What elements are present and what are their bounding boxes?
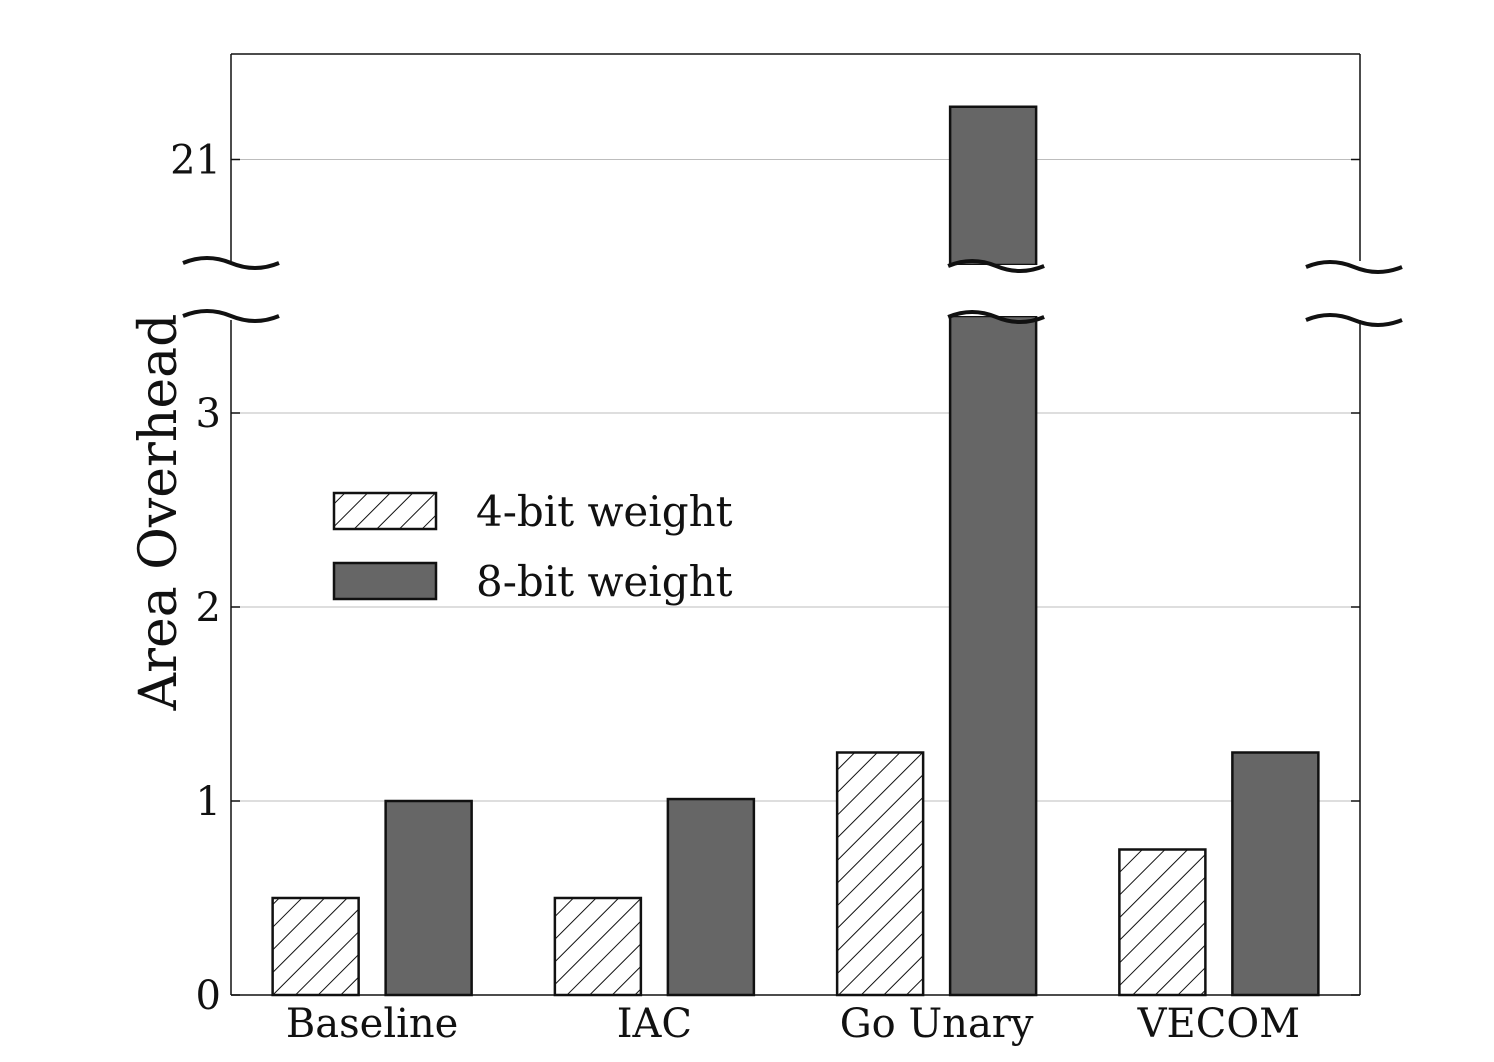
bar-4bit-go-unary bbox=[835, 751, 925, 997]
x-tick-label: Go Unary bbox=[840, 1001, 1034, 1047]
bar-break-mark bbox=[947, 310, 1045, 324]
bar-8bit-go-unary-lower bbox=[948, 314, 1038, 997]
x-tick-label: IAC bbox=[617, 1001, 692, 1047]
axis-break-left-upper bbox=[182, 256, 280, 270]
bar-8bit-baseline bbox=[384, 799, 473, 997]
axis-break-left-lower bbox=[182, 309, 280, 323]
legend-label: 4-bit weight bbox=[476, 487, 733, 536]
bar-8bit-go-unary-upper bbox=[948, 105, 1038, 267]
y-tick-label: 2 bbox=[196, 585, 221, 631]
y-tick-label: 1 bbox=[196, 779, 221, 825]
bar-break-mark bbox=[947, 259, 1045, 273]
axis-break-right-upper bbox=[1305, 260, 1403, 274]
bar-break-gap bbox=[944, 265, 1043, 316]
bar-8bit-vecom bbox=[1231, 751, 1320, 997]
y-tick-label: 3 bbox=[196, 391, 221, 437]
axis-break-right-lower bbox=[1305, 313, 1403, 327]
axes bbox=[230, 53, 1361, 996]
bar-4bit-vecom bbox=[1118, 848, 1207, 997]
y-tick-label: 21 bbox=[170, 138, 221, 184]
bar-4bit-baseline bbox=[271, 896, 360, 997]
bars bbox=[271, 105, 1320, 997]
legend-label: 8-bit weight bbox=[476, 557, 733, 606]
y-axis-label: Area Overhead bbox=[129, 314, 189, 712]
legend-swatch-4bit bbox=[332, 491, 438, 531]
x-tick-label: Baseline bbox=[286, 1001, 458, 1047]
axis-break-marks bbox=[182, 256, 1403, 327]
y-tick-label: 0 bbox=[196, 973, 221, 1019]
tick-labels: 0 1 2 3 21 Baseline IAC Go Unary VECOM bbox=[170, 138, 1300, 1048]
legend: 4-bit weight 8-bit weight bbox=[332, 487, 733, 606]
grid-lines bbox=[231, 159, 1360, 802]
bar-4bit-iac bbox=[553, 896, 643, 997]
legend-swatch-8bit bbox=[332, 561, 438, 601]
bar-8bit-iac bbox=[666, 797, 756, 997]
x-tick-label: VECOM bbox=[1137, 1001, 1300, 1047]
